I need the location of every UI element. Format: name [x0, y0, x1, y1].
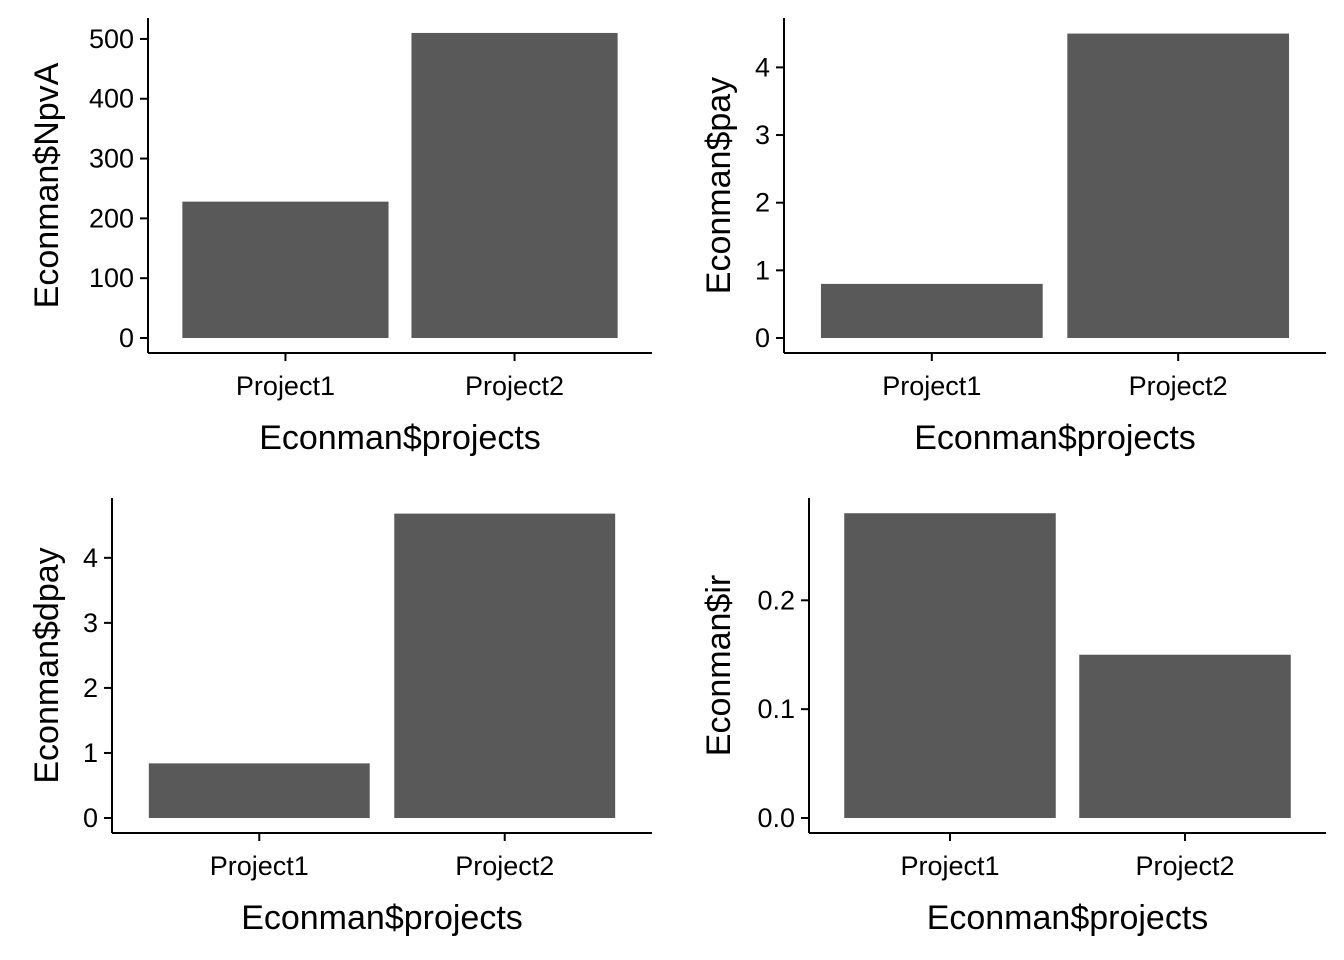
bar-project2: [1079, 654, 1291, 818]
x-axis-title: Econman$projects: [914, 419, 1196, 457]
bar-project2: [1067, 33, 1290, 339]
y-tick-label: 300: [89, 144, 134, 174]
y-axis-title: Econman$dpay: [28, 547, 66, 783]
bar-project2: [411, 32, 618, 338]
y-axis-title: Econman$pay: [700, 77, 738, 294]
y-tick-label: 0: [83, 803, 98, 833]
bar-project1: [148, 763, 370, 818]
y-tick-label: 0.1: [757, 694, 795, 724]
y-tick-label: 3: [83, 608, 98, 638]
x-tick-label: Project2: [455, 851, 554, 881]
y-axis-title: Econman$NpvA: [28, 62, 66, 308]
x-tick-label: Project2: [465, 371, 564, 401]
x-tick-label: Project1: [210, 851, 309, 881]
y-tick-label: 500: [89, 24, 134, 54]
x-axis-title: Econman$projects: [927, 899, 1209, 937]
x-axis-title: Econman$projects: [259, 419, 541, 457]
y-tick-label: 0: [119, 323, 134, 353]
bar-project1: [820, 283, 1043, 338]
y-tick-label: 4: [755, 52, 770, 82]
x-tick-label: Project1: [900, 851, 999, 881]
y-tick-label: 1: [755, 255, 770, 285]
y-tick-label: 2: [83, 673, 98, 703]
y-tick-label: 200: [89, 203, 134, 233]
y-tick-label: 3: [755, 120, 770, 150]
x-tick-label: Project2: [1129, 371, 1228, 401]
chart-bottom-right: 0.0 0.1 0.2 Project1 Project2 Econman$project…: [700, 498, 1326, 937]
y-tick-label: 0: [755, 323, 770, 353]
y-tick-label: 100: [89, 263, 134, 293]
x-tick-label: Project1: [236, 371, 335, 401]
bar-project2: [394, 513, 616, 818]
chart-top-right: 0 1 2 3 4 Project1 Project2 Econman$projects Eco…: [700, 18, 1326, 457]
x-axis-title: Econman$projects: [241, 899, 523, 937]
y-tick-label: 1: [83, 738, 98, 768]
y-tick-label: 0.2: [757, 585, 795, 615]
x-tick-label: Project1: [882, 371, 981, 401]
bar-project1: [844, 513, 1056, 818]
x-tick-label: Project2: [1135, 851, 1234, 881]
y-tick-label: 400: [89, 84, 134, 114]
chart-top-left: 0 100 200 300 400 500 Project1 Project2 Econman$…: [28, 18, 652, 457]
bar-project1: [182, 201, 389, 338]
y-tick-label: 2: [755, 188, 770, 218]
chart-bottom-left: 0 1 2 3 4 Project1 Project2 Econman$projects Eco…: [28, 498, 652, 937]
y-tick-label: 0.0: [757, 803, 795, 833]
y-axis-title: Econman$ir: [700, 575, 738, 756]
y-tick-label: 4: [83, 543, 98, 573]
